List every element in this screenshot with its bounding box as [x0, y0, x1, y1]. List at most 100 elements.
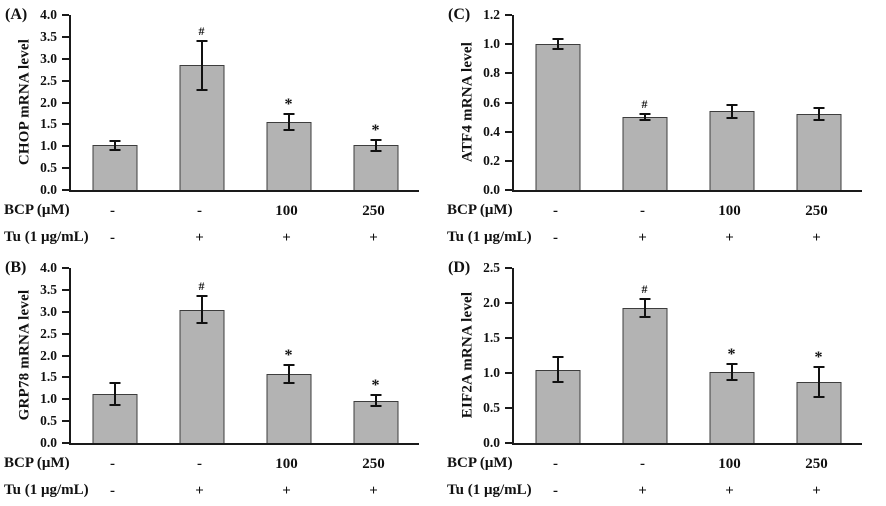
bcp-row-value: 250: [362, 456, 385, 472]
significance-marker: #: [641, 96, 648, 111]
error-bar: [374, 138, 377, 152]
bcp-row: BCP (μM) - - 100 250: [0, 454, 443, 474]
error-bar-cap-top: [283, 364, 294, 367]
tu-row-value: +: [638, 483, 647, 499]
y-tick-label: 0.5: [40, 413, 57, 429]
panel-letter-label: (C): [448, 6, 471, 23]
bcp-row: BCP (μM) - - 100 250: [0, 201, 443, 221]
significance-marker: #: [198, 278, 205, 293]
y-tick-mark: [62, 398, 69, 401]
error-bar-cap-top: [196, 294, 207, 297]
y-tick-label: 0.0: [483, 182, 500, 197]
bcp-row-label: BCP (μM): [4, 455, 70, 471]
bar: [353, 145, 398, 190]
error-bar: [817, 106, 820, 122]
error-bar: [643, 112, 646, 122]
bar-slot: *: [688, 268, 775, 443]
error-bar-cap-bottom: [283, 381, 294, 384]
bar-slot: *: [332, 15, 419, 190]
y-tick-label: 1.2: [483, 7, 500, 22]
error-bar-cap-top: [109, 140, 120, 143]
y-tick-mark: [505, 130, 512, 133]
bar: [622, 307, 667, 443]
bar: [353, 400, 398, 443]
bar: [179, 309, 224, 443]
bar: [535, 44, 580, 190]
error-bar-cap-top: [639, 112, 650, 115]
y-tick-label: 2.5: [40, 325, 57, 341]
y-tick-label: 3.0: [40, 303, 57, 319]
tu-row-value: -: [553, 230, 558, 246]
error-bar-cap-top: [370, 394, 381, 396]
error-bar-cap-bottom: [370, 149, 381, 152]
y-tick-label: 3.0: [40, 50, 57, 66]
error-bar-cap-bottom: [552, 48, 563, 50]
y-tick-label: 0.0: [40, 182, 57, 197]
significance-marker: *: [814, 349, 823, 366]
y-tick-mark: [505, 101, 512, 104]
tu-row-value: +: [812, 230, 821, 246]
y-tick-mark: [62, 288, 69, 291]
error-bar-cap-bottom: [813, 396, 824, 399]
tu-row-value: +: [195, 483, 204, 499]
error-bar: [287, 113, 290, 131]
error-bar: [556, 38, 559, 50]
bcp-row-values: - - 100 250: [69, 454, 417, 474]
error-bar-cap-top: [813, 106, 824, 109]
y-tick-mark: [505, 407, 512, 409]
tu-row-value: +: [282, 230, 291, 246]
bcp-row-values: - - 100 250: [512, 201, 860, 221]
tu-row-label: Tu (1 μg/mL): [4, 482, 89, 498]
error-bar: [113, 140, 116, 151]
bcp-row-value: 250: [362, 203, 385, 219]
error-bar: [287, 364, 290, 384]
bar-slot: *: [775, 268, 862, 443]
y-tick-label: 0.5: [483, 400, 500, 415]
significance-marker: *: [371, 377, 380, 394]
significance-marker: *: [727, 346, 736, 364]
bar-slot: [514, 15, 601, 190]
y-tick-label: 2.0: [483, 295, 500, 310]
y-tick-label: 4.0: [40, 260, 57, 275]
y-tick-label: 1.0: [483, 36, 500, 52]
tu-row-values: - + + +: [69, 481, 417, 501]
tu-row: Tu (1 μg/mL) - + + +: [0, 228, 443, 248]
tu-row: Tu (1 μg/mL) - + + +: [0, 481, 443, 501]
tu-row-value: -: [110, 230, 115, 246]
bcp-row-value: -: [197, 203, 202, 219]
error-bar-cap-bottom: [552, 380, 563, 383]
y-tick-label: 1.0: [40, 138, 57, 154]
tu-row-values: - + + +: [512, 481, 860, 501]
y-tick-mark: [505, 43, 512, 46]
error-bar: [730, 363, 733, 382]
tu-row-label: Tu (1 μg/mL): [4, 229, 89, 245]
error-bar-cap-bottom: [109, 148, 120, 151]
significance-marker: *: [284, 96, 293, 114]
bar-slot: [514, 268, 601, 443]
error-bar-cap-top: [370, 138, 381, 141]
bcp-row-label: BCP (μM): [447, 455, 513, 471]
y-tick-mark: [62, 79, 69, 82]
error-bar-cap-top: [639, 298, 650, 301]
panel-c: (C) ATF4 mRNA level 0.0 0.2 0.4 0.6 0.8 1.0 1.2 #…: [443, 0, 886, 253]
error-bar-cap-top: [726, 103, 737, 106]
bcp-row-label: BCP (μM): [447, 202, 513, 218]
bar-slot: #: [158, 15, 245, 190]
error-bar-cap-bottom: [813, 119, 824, 122]
error-bar-cap-bottom: [283, 128, 294, 131]
panel-a: (A) CHOP mRNA level 0.0 0.5 1.0 1.5 2.0 2.5 3.0 3…: [0, 0, 443, 253]
y-tick-label: 0.2: [483, 152, 500, 168]
bar: [709, 111, 754, 190]
bcp-row-values: - - 100 250: [512, 454, 860, 474]
significance-marker: #: [641, 282, 648, 297]
y-tick-label: 0.8: [483, 65, 500, 81]
significance-marker: #: [198, 23, 205, 38]
error-bar: [730, 103, 733, 119]
tu-row: Tu (1 μg/mL) - + + +: [443, 228, 886, 248]
tu-row-value: +: [725, 230, 734, 246]
bcp-row-value: 100: [275, 203, 298, 219]
y-tick-mark: [505, 159, 512, 162]
bar-slot: [688, 15, 775, 190]
bar: [622, 117, 667, 190]
